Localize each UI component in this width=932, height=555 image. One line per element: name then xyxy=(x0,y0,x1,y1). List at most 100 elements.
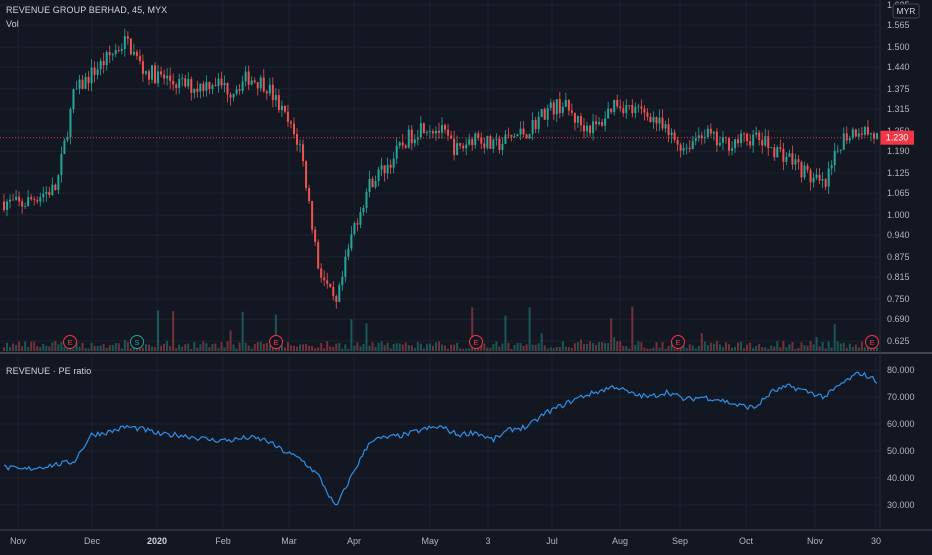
candle-body xyxy=(525,134,528,139)
volume-bar xyxy=(196,347,199,351)
candle-body xyxy=(761,140,764,146)
volume-bar xyxy=(694,348,697,351)
volume-bar xyxy=(154,347,157,351)
volume-bar xyxy=(703,341,706,351)
candle-body xyxy=(99,60,102,70)
candle-body xyxy=(160,71,163,75)
candle-body xyxy=(821,179,824,181)
candle-body xyxy=(93,67,96,75)
time-tick-label: Jul xyxy=(546,536,558,546)
candle-body xyxy=(510,134,513,137)
price-tick-label: 0.750 xyxy=(887,294,910,304)
event-marker-label: E xyxy=(675,338,680,347)
volume-bar xyxy=(329,346,332,351)
candle-body xyxy=(416,137,419,140)
pe-tick-label: 80.000 xyxy=(887,365,915,375)
volume-bar xyxy=(764,347,767,351)
volume-bar xyxy=(625,346,628,351)
volume-bar xyxy=(87,348,90,351)
candle-body xyxy=(105,52,108,66)
volume-bar xyxy=(670,343,673,351)
volume-bar xyxy=(365,323,368,351)
volume-bar xyxy=(607,343,610,351)
candle-body xyxy=(474,133,477,146)
candle-body xyxy=(860,133,863,135)
volume-bar xyxy=(226,341,229,351)
volume-bar xyxy=(731,347,734,351)
volume-bar xyxy=(842,342,845,351)
volume-bar xyxy=(785,347,788,351)
candle-body xyxy=(265,91,268,94)
candle-body xyxy=(24,206,27,207)
candle-body xyxy=(483,143,486,148)
candle-body xyxy=(96,69,99,75)
candle-body xyxy=(220,78,223,86)
candle-body xyxy=(770,147,773,149)
candle-body xyxy=(395,145,398,159)
candle-body xyxy=(598,122,601,125)
candle-body xyxy=(262,77,265,92)
candle-body xyxy=(649,116,652,122)
candle-body xyxy=(773,147,776,158)
candle-body xyxy=(607,108,610,119)
candle-body xyxy=(706,128,709,137)
candle-body xyxy=(848,137,851,141)
candle-body xyxy=(749,141,752,146)
candle-body xyxy=(456,143,459,155)
volume-bar xyxy=(498,346,501,351)
candle-body xyxy=(335,296,338,302)
volume-bar xyxy=(413,347,416,351)
candle-body xyxy=(688,147,691,150)
time-tick-label: Dec xyxy=(84,536,101,546)
candle-body xyxy=(812,177,815,183)
price-tick-label: 1.065 xyxy=(887,188,910,198)
volume-bar xyxy=(546,348,549,351)
candle-body xyxy=(72,89,75,110)
candle-body xyxy=(579,116,582,126)
candle-body xyxy=(380,165,383,170)
candle-body xyxy=(667,124,670,136)
volume-bar xyxy=(323,348,326,351)
volume-bar xyxy=(589,341,592,351)
volume-bar xyxy=(114,342,117,351)
volume-bar xyxy=(773,346,776,351)
volume-bar xyxy=(407,345,410,351)
volume-bar xyxy=(516,342,519,351)
volume-bar xyxy=(202,341,205,351)
candle-body xyxy=(619,106,622,109)
volume-bar xyxy=(425,343,428,351)
candle-body xyxy=(377,169,380,182)
candle-body xyxy=(214,85,217,87)
candle-body xyxy=(138,55,141,62)
candle-body xyxy=(794,159,797,165)
candle-body xyxy=(613,99,616,113)
volume-bar xyxy=(75,341,78,351)
candle-body xyxy=(462,145,465,149)
candle-body xyxy=(782,148,785,162)
candle-body xyxy=(60,154,63,176)
volume-bar xyxy=(592,343,595,351)
candle-body xyxy=(362,207,365,213)
candle-body xyxy=(229,94,232,98)
candle-body xyxy=(407,129,410,148)
candle-body xyxy=(54,184,57,191)
volume-bar xyxy=(305,343,308,351)
volume-bar xyxy=(380,341,383,351)
price-tick-label: 0.815 xyxy=(887,272,910,282)
candle-body xyxy=(661,117,664,129)
candle-body xyxy=(444,125,447,130)
volume-bar xyxy=(746,344,749,351)
volume-bar xyxy=(416,341,419,351)
volume-bar xyxy=(389,348,392,351)
candle-body xyxy=(42,193,45,198)
volume-bar xyxy=(486,347,489,351)
candle-body xyxy=(712,131,715,134)
volume-bar xyxy=(788,344,791,351)
volume-bar xyxy=(776,341,779,351)
price-tick-label: 1.565 xyxy=(887,20,910,30)
candle-body xyxy=(48,191,51,196)
volume-bar xyxy=(646,348,649,351)
candle-body xyxy=(833,151,836,166)
candle-body xyxy=(537,116,540,130)
